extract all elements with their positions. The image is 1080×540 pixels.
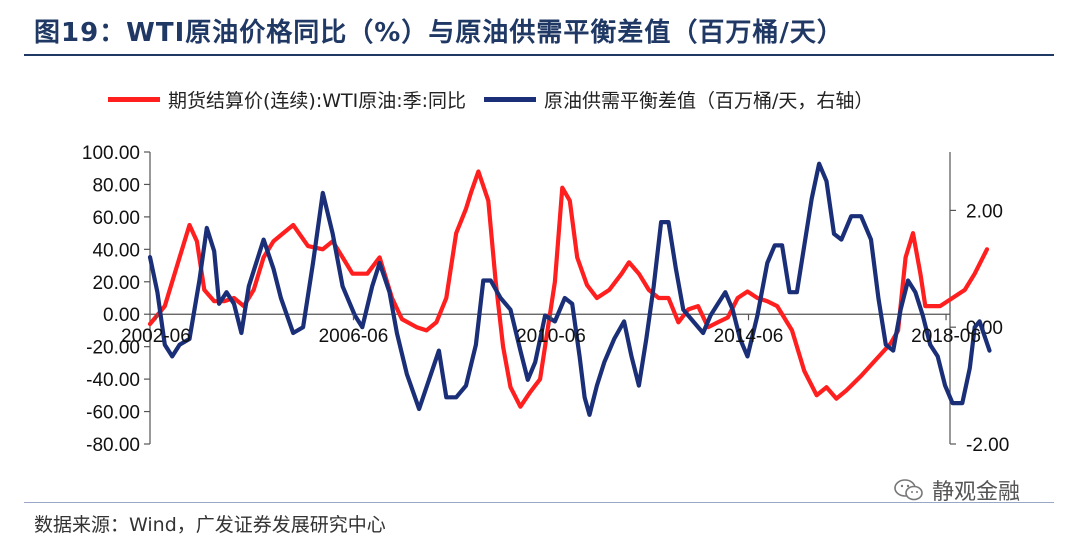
x-tick-label: 2002-06 <box>121 326 191 347</box>
series-line-balance <box>147 161 992 417</box>
source-note: 数据来源：Wind，广发证券发展研究中心 <box>34 514 386 536</box>
wechat-icon <box>894 479 923 501</box>
x-tick-label: 2014-06 <box>714 326 784 347</box>
left-tick-label: -20.00 <box>86 338 140 359</box>
legend-item-balance: 原油供需平衡差值（百万桶/天，右轴） <box>484 86 873 113</box>
x-tick-label: 2006-06 <box>319 326 389 347</box>
legend-swatch-balance <box>484 97 537 102</box>
legend-item-wti: 期货结算价(连续):WTI原油:季:同比 <box>108 86 466 113</box>
left-tick-label: 0.00 <box>103 305 140 326</box>
chart-legend: 期货结算价(连续):WTI原油:季:同比 原油供需平衡差值（百万桶/天，右轴） <box>108 86 891 113</box>
x-tick-label: 2018-06 <box>911 326 981 347</box>
source-divider <box>24 502 1054 503</box>
left-tick-label: 20.00 <box>92 273 140 294</box>
left-tick-label: -80.00 <box>86 435 140 456</box>
right-tick-label: 2.00 <box>966 201 1003 222</box>
left-tick-label: -60.00 <box>86 403 140 424</box>
title-divider <box>24 54 1054 56</box>
figure-title: 图19：WTI原油价格同比（%）与原油供需平衡差值（百万桶/天） <box>34 18 844 48</box>
legend-swatch-wti <box>108 97 160 102</box>
right-tick-label: -2.00 <box>966 435 1009 456</box>
left-tick-label: 100.00 <box>82 143 140 164</box>
left-tick-label: 40.00 <box>92 240 140 261</box>
x-tick-label: 2010-06 <box>516 326 586 347</box>
left-tick-label: 80.00 <box>92 175 140 196</box>
watermark: 静观金融 <box>894 474 1020 506</box>
left-tick-label: -40.00 <box>86 370 140 391</box>
left-tick-label: 60.00 <box>92 208 140 229</box>
series-line-wti <box>147 169 990 409</box>
watermark-text: 静观金融 <box>932 480 1021 505</box>
legend-label-balance: 原油供需平衡差值（百万桶/天，右轴） <box>544 90 874 112</box>
legend-label-wti: 期货结算价(连续):WTI原油:季:同比 <box>168 90 467 112</box>
